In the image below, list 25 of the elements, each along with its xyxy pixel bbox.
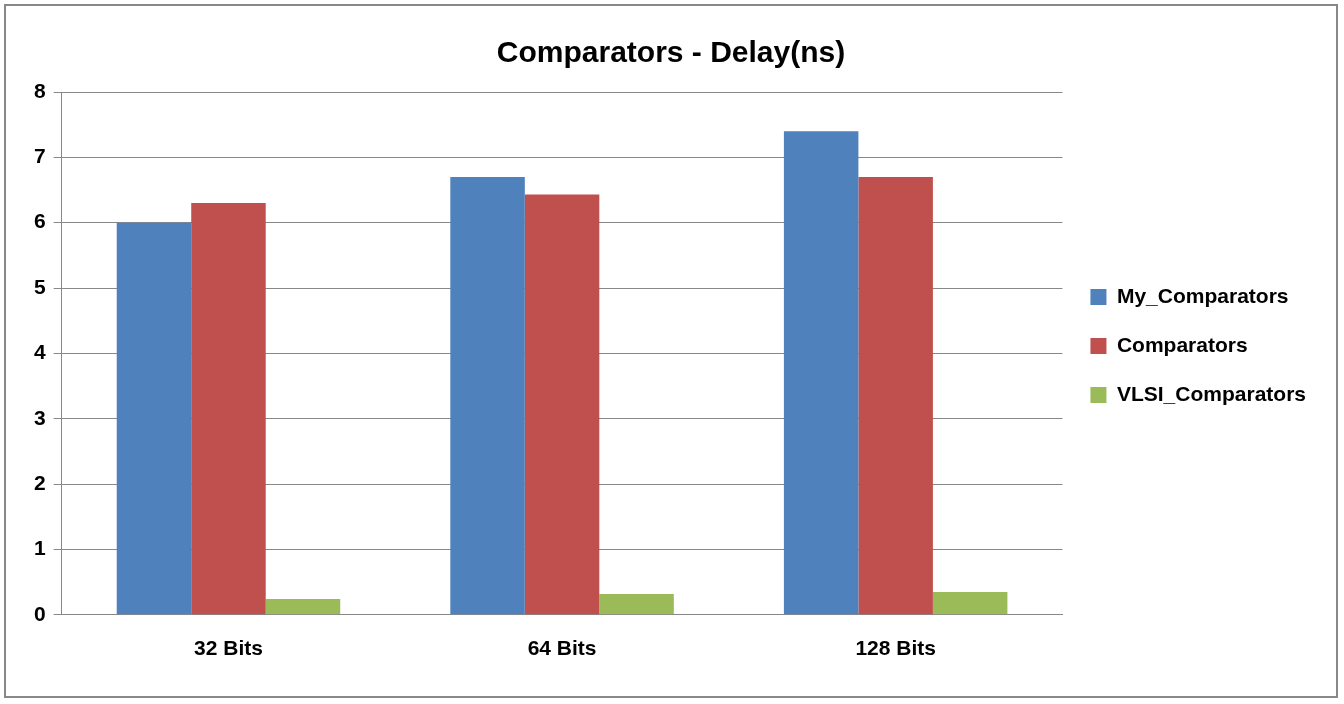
y-tick-label: 2 (33, 470, 46, 494)
chart-title: Comparators - Delay(ns) (496, 35, 846, 69)
bar (783, 131, 859, 615)
bar (599, 593, 674, 615)
x-tick-label: 32 Bits (194, 636, 263, 660)
x-tick-label: 128 Bits (855, 636, 936, 660)
y-tick-label: 1 (33, 536, 46, 560)
y-tick-label: 0 (33, 601, 46, 625)
bar (858, 176, 933, 615)
bar (191, 203, 266, 615)
bar (524, 194, 600, 615)
legend-label: Comparators (1116, 332, 1248, 356)
legend-label: My_Comparators (1116, 283, 1289, 307)
x-tick-label: 64 Bits (527, 636, 597, 660)
y-tick-label: 7 (33, 144, 46, 168)
bar (450, 176, 525, 615)
y-tick-label: 8 (33, 78, 46, 102)
y-tick-label: 3 (33, 405, 46, 429)
legend-label: VLSI_Comparators (1116, 381, 1307, 405)
bar (265, 599, 341, 615)
bar (932, 591, 1008, 615)
y-tick-label: 6 (33, 209, 46, 233)
bar (116, 222, 192, 615)
y-tick-label: 4 (33, 340, 46, 364)
y-tick-label: 5 (33, 274, 46, 298)
